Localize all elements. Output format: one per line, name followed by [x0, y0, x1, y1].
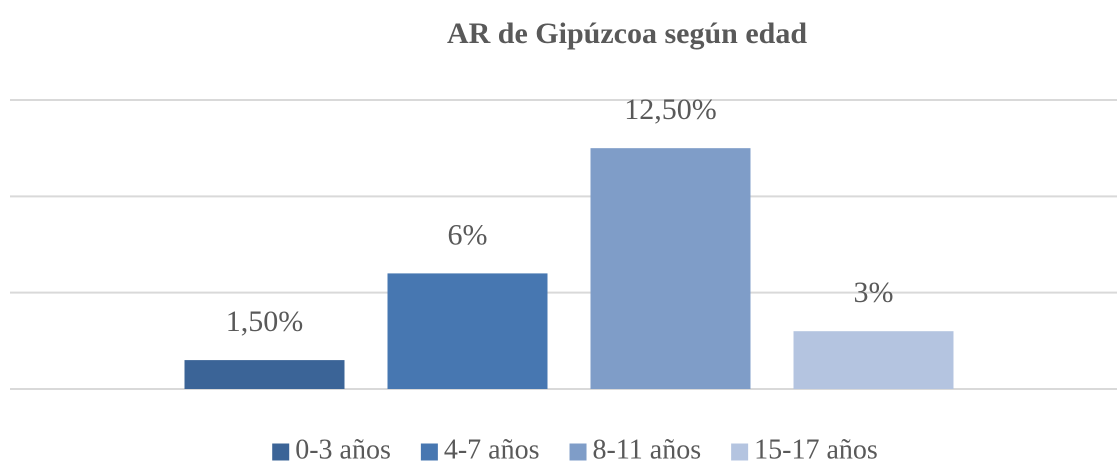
legend-swatch — [731, 443, 749, 461]
legend-label: 8-11 años — [593, 434, 702, 464]
data-label: 12,50% — [624, 93, 717, 126]
bar — [590, 148, 751, 389]
data-label: 3% — [854, 276, 894, 309]
data-label: 6% — [448, 218, 488, 251]
legend-swatch — [420, 443, 438, 461]
legend-label: 0-3 años — [295, 434, 391, 464]
legend-label: 15-17 años — [754, 434, 878, 464]
legend-swatch — [272, 443, 290, 461]
bar — [793, 331, 954, 389]
data-label: 1,50% — [226, 305, 304, 338]
bar — [387, 273, 548, 389]
legend-swatch — [569, 443, 587, 461]
chart-title: AR de Gipúzcoa según edad — [447, 17, 807, 50]
bar — [184, 360, 345, 389]
legend-label: 4-7 años — [444, 434, 540, 464]
